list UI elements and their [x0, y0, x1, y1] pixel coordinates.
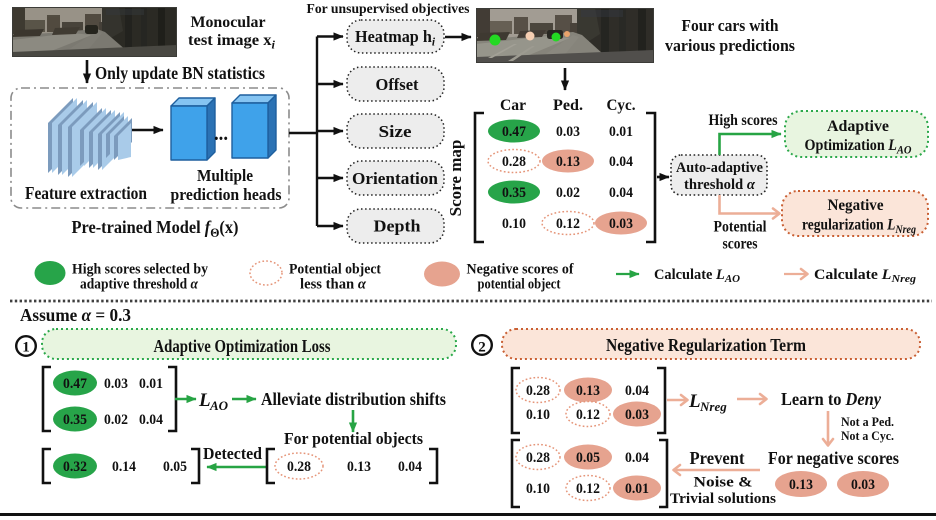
svg-text:test image xi: test image xi: [188, 32, 276, 52]
svg-text:0.12: 0.12: [576, 407, 600, 423]
svg-text:0.10: 0.10: [502, 216, 526, 232]
svg-text:0.35: 0.35: [502, 185, 526, 201]
svg-text:For potential objects: For potential objects: [284, 429, 423, 448]
svg-text:regularization LNreg: regularization LNreg: [802, 217, 916, 237]
svg-text:0.28: 0.28: [287, 459, 311, 475]
svg-text:0.03: 0.03: [625, 407, 649, 423]
svg-text:various predictions: various predictions: [665, 36, 796, 55]
svg-text:Calculate LAO: Calculate LAO: [654, 267, 740, 285]
svg-text:Not a Ped.: Not a Ped.: [841, 414, 894, 429]
svg-text:0.04: 0.04: [139, 412, 163, 428]
svg-text:0.28: 0.28: [526, 383, 550, 399]
svg-text:Offset: Offset: [376, 75, 419, 94]
svg-text:Adaptive Optimization Loss: Adaptive Optimization Loss: [154, 336, 331, 356]
svg-text:Learn to Deny: Learn to Deny: [781, 389, 881, 409]
svg-text:0.13: 0.13: [789, 477, 813, 493]
svg-text:Detected: Detected: [203, 444, 262, 463]
svg-text:Optimization LAO: Optimization LAO: [805, 137, 912, 157]
svg-text:Cyc.: Cyc.: [607, 97, 636, 114]
svg-text:0.35: 0.35: [63, 412, 87, 428]
svg-text:0.01: 0.01: [139, 376, 163, 392]
svg-text:0.12: 0.12: [576, 481, 600, 497]
svg-text:Negative Regularization Term: Negative Regularization Term: [606, 335, 806, 355]
svg-text:Only update BN statistics: Only update BN statistics: [95, 63, 265, 83]
svg-text:0.32: 0.32: [63, 459, 87, 475]
svg-text:For unsupervised objectives: For unsupervised objectives: [307, 2, 471, 17]
svg-text:Score map: Score map: [446, 140, 465, 217]
svg-text:Car: Car: [500, 97, 526, 114]
svg-text:threshold α: threshold α: [684, 177, 756, 193]
svg-text:Depth: Depth: [374, 217, 422, 236]
svg-text:Negative scores of: Negative scores of: [467, 262, 574, 278]
svg-text:L: L: [688, 391, 701, 412]
svg-text:High scores: High scores: [709, 112, 778, 129]
svg-text:Not a Cyc.: Not a Cyc.: [841, 428, 894, 443]
svg-text:Four cars with: Four cars with: [682, 16, 779, 35]
svg-text:Pre-trained Model fΘ(x): Pre-trained Model fΘ(x): [72, 217, 239, 240]
svg-text:0.01: 0.01: [625, 481, 649, 497]
svg-text:0.13: 0.13: [556, 154, 580, 170]
svg-text:0.03: 0.03: [104, 376, 128, 392]
svg-text:Negative: Negative: [828, 197, 884, 214]
svg-text:Potential: Potential: [714, 219, 768, 236]
svg-text:0.01: 0.01: [609, 124, 633, 140]
svg-text:Nreg: Nreg: [699, 399, 727, 414]
svg-text:Calculate LNreg: Calculate LNreg: [814, 267, 917, 285]
svg-text:Ped.: Ped.: [553, 97, 583, 114]
svg-text:scores: scores: [723, 236, 758, 253]
svg-text:less than α: less than α: [300, 277, 367, 293]
svg-text:Monocular: Monocular: [191, 14, 266, 31]
svg-text:0.28: 0.28: [502, 154, 526, 170]
svg-text:0.14: 0.14: [112, 459, 136, 475]
svg-text:Potential object: Potential object: [289, 262, 381, 278]
svg-text:For negative scores: For negative scores: [768, 448, 899, 468]
svg-text:0.02: 0.02: [556, 185, 580, 201]
svg-text:Auto-adaptive: Auto-adaptive: [676, 160, 763, 176]
svg-text:0.04: 0.04: [625, 383, 649, 399]
svg-text:prediction heads: prediction heads: [171, 185, 283, 204]
svg-text:...: ...: [214, 121, 228, 145]
svg-text:0.13: 0.13: [576, 383, 600, 399]
svg-text:0.04: 0.04: [609, 154, 633, 170]
svg-text:Assume α = 0.3: Assume α = 0.3: [20, 305, 131, 325]
svg-text:Alleviate distribution shifts: Alleviate distribution shifts: [261, 389, 446, 409]
svg-text:Prevent: Prevent: [690, 448, 745, 468]
svg-text:0.04: 0.04: [625, 450, 649, 466]
svg-text:2: 2: [478, 340, 486, 356]
svg-text:0.10: 0.10: [526, 407, 550, 423]
svg-text:Heatmap hi: Heatmap hi: [355, 27, 436, 49]
svg-text:0.12: 0.12: [556, 216, 580, 232]
svg-text:0.28: 0.28: [526, 450, 550, 466]
svg-text:0.47: 0.47: [63, 376, 87, 392]
svg-text:Orientation: Orientation: [352, 169, 439, 188]
svg-text:High scores selected by: High scores selected by: [72, 262, 209, 278]
svg-text:0.02: 0.02: [104, 412, 128, 428]
svg-text:1: 1: [22, 340, 30, 356]
svg-text:0.13: 0.13: [347, 459, 371, 475]
svg-text:Feature extraction: Feature extraction: [25, 183, 147, 203]
svg-text:Multiple: Multiple: [197, 166, 253, 185]
svg-text:0.03: 0.03: [851, 477, 875, 493]
svg-text:0.04: 0.04: [609, 185, 633, 201]
svg-text:Noise &: Noise &: [694, 475, 753, 491]
svg-text:0.03: 0.03: [556, 124, 580, 140]
svg-text:Adaptive: Adaptive: [827, 118, 889, 135]
svg-text:Trivial solutions: Trivial solutions: [670, 491, 776, 507]
svg-text:potential object: potential object: [478, 277, 561, 293]
svg-text:adaptive threshold α: adaptive threshold α: [80, 277, 199, 293]
svg-text:0.47: 0.47: [502, 124, 526, 140]
svg-text:Size: Size: [379, 122, 412, 141]
svg-text:0.03: 0.03: [609, 216, 633, 232]
svg-text:L: L: [198, 390, 211, 411]
svg-text:0.04: 0.04: [398, 459, 422, 475]
svg-text:0.05: 0.05: [163, 459, 187, 475]
svg-text:AO: AO: [209, 398, 229, 413]
svg-text:0.10: 0.10: [526, 481, 550, 497]
svg-text:0.05: 0.05: [576, 450, 600, 466]
